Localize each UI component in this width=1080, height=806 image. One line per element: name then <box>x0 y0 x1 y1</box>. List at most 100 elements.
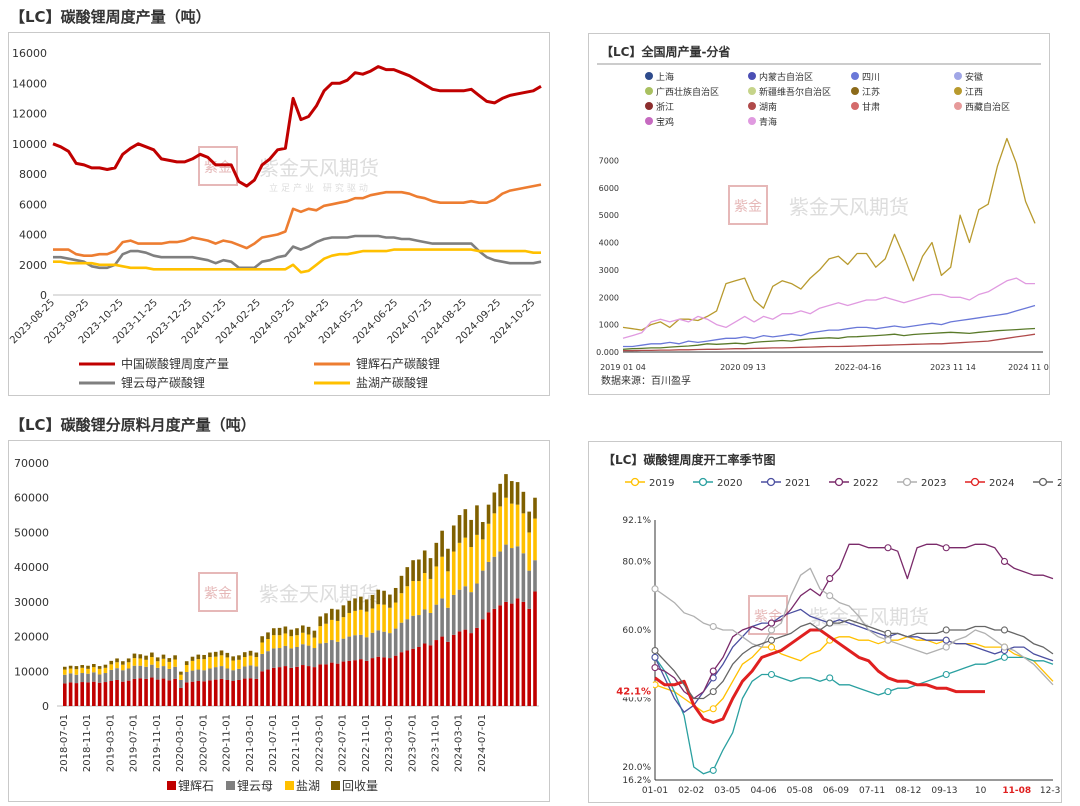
bar-segment <box>364 599 369 612</box>
legend-dot <box>851 87 859 95</box>
bar-segment <box>260 636 264 643</box>
bar-segment <box>74 683 79 706</box>
bar-segment <box>457 515 462 543</box>
legend-marker <box>630 477 640 487</box>
series-marker <box>709 766 717 774</box>
bar-segment <box>121 681 125 706</box>
bar-segment <box>533 497 537 519</box>
series-marker <box>826 592 834 600</box>
bar-segment <box>301 632 305 645</box>
y-tick-label: 70000 <box>14 457 49 470</box>
bar-segment <box>376 589 381 605</box>
highlight-value: 42.1% <box>616 686 651 697</box>
bar-segment <box>202 681 206 706</box>
x-tick-label: 06-09 <box>823 786 849 796</box>
bar-segment <box>266 651 270 670</box>
series-marker <box>826 619 834 627</box>
x-tick-label: 11-08 <box>1002 786 1031 796</box>
bar-segment <box>440 636 444 706</box>
x-tick-label: 2023 11 14 <box>930 363 976 372</box>
bar-segment <box>463 586 468 630</box>
bar-segment <box>521 601 526 706</box>
bar-segment <box>80 665 85 668</box>
bar-segment <box>190 656 195 661</box>
bar-segment <box>242 652 247 658</box>
bar-segment <box>370 632 375 659</box>
bar-segment <box>266 639 270 652</box>
bar-segment <box>208 680 212 706</box>
bar-segment <box>399 652 404 706</box>
bar-segment <box>301 644 305 666</box>
legend-dot <box>954 102 962 110</box>
bar-segment <box>364 611 369 638</box>
bar-segment <box>289 629 293 637</box>
bar-segment <box>341 617 346 639</box>
bar-segment <box>463 509 468 538</box>
bar-segment <box>469 519 473 548</box>
bar-segment <box>434 566 439 605</box>
bar-segment <box>509 503 514 549</box>
series-marker <box>767 670 776 679</box>
legend-dot <box>748 102 756 110</box>
bar-segment <box>225 679 230 706</box>
bar-segment <box>86 682 90 706</box>
bar-segment <box>324 642 328 665</box>
watermark-seal-text: 紫金 <box>204 586 232 602</box>
bar-segment <box>167 668 172 681</box>
bar-segment <box>504 544 508 602</box>
bar-segment <box>428 645 433 706</box>
bar-segment <box>126 662 131 669</box>
bar-segment <box>237 679 241 706</box>
bar-segment <box>63 674 67 684</box>
bar-segment <box>126 668 131 681</box>
bar-segment <box>283 626 288 634</box>
x-tick-label: 2022-03-01 <box>314 714 325 772</box>
x-tick-label: 2024 11 08 <box>1008 363 1049 372</box>
bar-segment <box>260 671 264 706</box>
y-tick-label: 40000 <box>14 561 49 574</box>
bar-segment <box>248 665 253 679</box>
series-marker <box>651 664 659 672</box>
bar-segment <box>388 594 392 608</box>
bar-segment <box>295 635 299 647</box>
legend-label: 2024 <box>989 478 1014 489</box>
watermark-seal <box>198 146 238 186</box>
bar-segment <box>97 668 102 675</box>
legend-label: 四川 <box>862 73 880 83</box>
x-tick-label: 2019-03-01 <box>105 714 116 772</box>
x-tick-label: 2021-07-01 <box>268 714 279 772</box>
y-tick-label: 60000 <box>14 492 49 505</box>
bar-segment <box>330 640 334 663</box>
series-marker <box>1000 626 1009 634</box>
legend-label: 浙江 <box>656 101 674 113</box>
legend-label: 新疆维吾尔自治区 <box>759 86 831 98</box>
bar-segment <box>515 546 520 599</box>
bar-segment <box>306 634 311 646</box>
bar-segment <box>126 680 131 706</box>
bar-segment <box>475 583 479 628</box>
bar-segment <box>428 578 433 613</box>
bar-segment <box>405 567 410 587</box>
bar-segment <box>80 667 85 674</box>
bar-segment <box>179 687 183 706</box>
bar-segment <box>231 670 235 682</box>
bar-segment <box>451 634 456 706</box>
bar-segment <box>237 655 241 660</box>
bar-segment <box>509 548 514 604</box>
bar-segment <box>335 609 340 621</box>
bar-segment <box>260 642 264 654</box>
bar-segment <box>213 656 218 668</box>
bar-segment <box>202 670 206 682</box>
y-tick-label: 12000 <box>12 108 47 121</box>
bar-segment <box>446 641 450 706</box>
bar-segment <box>150 677 154 706</box>
bar-segment <box>266 669 270 706</box>
bar-segment <box>179 674 183 680</box>
series-marker <box>709 705 717 713</box>
bar-segment <box>417 615 421 647</box>
bar-segment <box>295 666 299 706</box>
bar-segment <box>109 669 114 682</box>
bar-segment <box>359 596 363 610</box>
series-marker <box>1000 653 1009 661</box>
bar-segment <box>475 534 479 584</box>
